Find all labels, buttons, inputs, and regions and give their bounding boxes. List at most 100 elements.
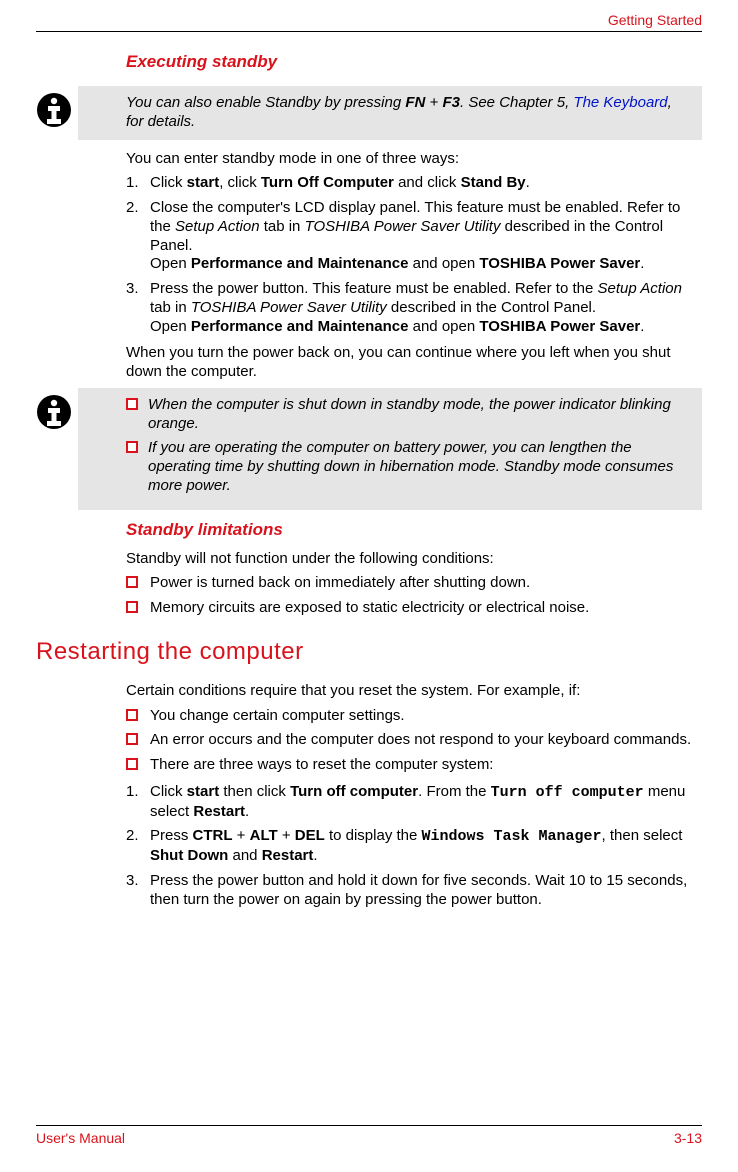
ordered-list-s3: 1. Click start then click Turn off compu… (126, 783, 702, 910)
bullet-list-s2: Power is turned back on immediately afte… (126, 574, 702, 618)
footer-rule (36, 1125, 702, 1126)
info-icon (36, 92, 72, 128)
t: tab in (150, 299, 191, 316)
heading-restarting: Restarting the computer (36, 638, 702, 666)
para-after: When you turn the power back on, you can… (126, 344, 702, 382)
i: TOSHIBA Power Saver Utility (191, 299, 387, 316)
t: Power is turned back on immediately afte… (150, 574, 530, 591)
list-item: 1. Click start, click Turn Off Computer … (126, 174, 702, 193)
t: . (526, 174, 530, 191)
square-bullet-icon (126, 733, 138, 745)
b: Performance and Maintenance (191, 255, 409, 272)
item-number: 2. (126, 199, 139, 218)
i: Setup Action (175, 218, 260, 235)
b: CTRL (193, 827, 233, 844)
t: There are three ways to reset the comput… (150, 756, 493, 773)
square-bullet-icon (126, 441, 138, 453)
b: Turn Off Computer (261, 174, 394, 191)
t: Open (150, 255, 191, 272)
t: . (640, 318, 644, 335)
item-number: 1. (126, 174, 139, 193)
t: , then select (602, 827, 683, 844)
t: An error occurs and the computer does no… (150, 731, 691, 748)
b: TOSHIBA Power Saver (479, 318, 640, 335)
t: . (640, 255, 644, 272)
square-bullet-icon (126, 758, 138, 770)
t: Memory circuits are exposed to static el… (150, 599, 589, 616)
square-bullet-icon (126, 576, 138, 588)
list-item: There are three ways to reset the comput… (126, 756, 702, 775)
footer-page-number: 3-13 (674, 1130, 702, 1146)
t: and (228, 847, 261, 864)
para-intro: You can enter standby mode in one of thr… (126, 150, 702, 169)
note-box-1: You can also enable Standby by pressing … (78, 86, 702, 140)
note-text-1: You can also enable Standby by pressing … (88, 94, 692, 132)
key-fn: FN (405, 94, 425, 111)
link-the-keyboard[interactable]: The Keyboard (573, 94, 667, 111)
t: Click (150, 783, 187, 800)
item-number: 3. (126, 280, 139, 299)
heading-standby-limitations: Standby limitations (126, 520, 702, 540)
t: If you are operating the computer on bat… (148, 439, 673, 494)
list-item: When the computer is shut down in standb… (126, 396, 692, 434)
b: DEL (295, 827, 325, 844)
info-icon (36, 394, 72, 430)
item-number: 3. (126, 872, 139, 891)
list-item: You change certain computer settings. (126, 707, 702, 726)
b: Shut Down (150, 847, 228, 864)
t: then click (219, 783, 290, 800)
t: + (278, 827, 295, 844)
b: Performance and Maintenance (191, 318, 409, 335)
page-content: Executing standby You can also enable St… (36, 52, 702, 909)
ordered-list-1: 1. Click start, click Turn Off Computer … (126, 174, 702, 336)
heading-executing-standby: Executing standby (126, 52, 702, 72)
key-f3: F3 (442, 94, 460, 111)
list-item: If you are operating the computer on bat… (126, 439, 692, 495)
list-item: 3. Press the power button and hold it do… (126, 872, 702, 910)
t: and click (394, 174, 461, 191)
t: . From the (418, 783, 491, 800)
b: start (187, 174, 220, 191)
t: described in the Control Panel. (387, 299, 596, 316)
list-item: 2. Close the computer's LCD display pane… (126, 199, 702, 274)
m: Windows Task Manager (422, 828, 602, 845)
b: Restart (193, 803, 245, 820)
t: and open (408, 318, 479, 335)
list-item: 1. Click start then click Turn off compu… (126, 783, 702, 822)
t: . (313, 847, 317, 864)
t: Click (150, 174, 187, 191)
t: Open (150, 318, 191, 335)
list-item: Memory circuits are exposed to static el… (126, 599, 702, 618)
item-number: 2. (126, 827, 139, 846)
i: Setup Action (597, 280, 682, 297)
t: When the computer is shut down in standb… (148, 396, 671, 432)
b: start (187, 783, 220, 800)
square-bullet-icon (126, 601, 138, 613)
bullet-list-s3: You change certain computer settings. An… (126, 707, 702, 775)
square-bullet-icon (126, 709, 138, 721)
b: ALT (250, 827, 278, 844)
item-number: 1. (126, 783, 139, 802)
b: TOSHIBA Power Saver (479, 255, 640, 272)
header-rule (36, 31, 702, 32)
list-item: An error occurs and the computer does no… (126, 731, 702, 750)
i: TOSHIBA Power Saver Utility (305, 218, 501, 235)
note-list-2: When the computer is shut down in standb… (88, 396, 692, 496)
m: Turn off computer (491, 784, 644, 801)
t: tab in (260, 218, 305, 235)
t: . See Chapter 5, (460, 94, 573, 111)
para-s3-intro: Certain conditions require that you rese… (126, 682, 702, 701)
t: and open (408, 255, 479, 272)
para-s2-intro: Standby will not function under the foll… (126, 550, 702, 569)
b: Stand By (461, 174, 526, 191)
t: Press the power button and hold it down … (150, 872, 687, 908)
list-item: Power is turned back on immediately afte… (126, 574, 702, 593)
t: + (425, 94, 442, 111)
note-box-2: When the computer is shut down in standb… (78, 388, 702, 510)
footer-left: User's Manual (36, 1130, 125, 1146)
t: , click (219, 174, 261, 191)
list-item: 2. Press CTRL + ALT + DEL to display the… (126, 827, 702, 866)
list-item: 3. Press the power button. This feature … (126, 280, 702, 336)
t: Press the power button. This feature mus… (150, 280, 597, 297)
t: Press (150, 827, 193, 844)
